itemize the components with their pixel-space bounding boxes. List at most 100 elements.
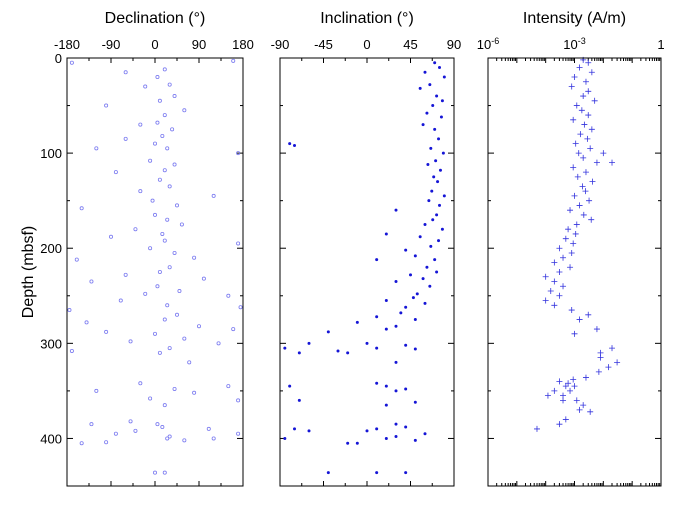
data-point — [89, 422, 94, 427]
data-point — [94, 388, 99, 393]
data-point — [580, 211, 587, 218]
data-point — [573, 221, 580, 228]
data-point — [560, 283, 567, 290]
data-point — [375, 471, 379, 475]
data-point — [570, 164, 577, 171]
data-point — [187, 360, 192, 365]
data-point — [440, 99, 444, 103]
data-point — [570, 376, 577, 383]
data-point — [582, 374, 589, 381]
data-point — [587, 145, 594, 152]
data-point — [167, 184, 172, 189]
data-point — [571, 330, 578, 337]
data-point — [568, 307, 575, 314]
data-point — [67, 308, 72, 313]
data-point — [375, 315, 379, 319]
data-point — [355, 441, 359, 445]
data-point — [428, 83, 432, 87]
y-tick-label: 400 — [40, 431, 62, 446]
data-point — [192, 390, 197, 395]
data-point — [104, 440, 109, 445]
data-point — [595, 368, 602, 375]
data-point — [533, 425, 540, 432]
data-point — [394, 389, 398, 393]
data-point — [162, 168, 167, 173]
data-point — [384, 436, 388, 440]
data-point — [421, 277, 425, 281]
data-point — [231, 327, 236, 332]
data-point — [418, 235, 422, 239]
data-point — [438, 203, 441, 207]
x-tick-label: -180 — [54, 37, 80, 52]
data-point — [170, 127, 175, 132]
data-point — [576, 64, 583, 71]
data-point — [148, 158, 153, 163]
panel-frame — [279, 57, 455, 487]
data-point — [283, 346, 287, 350]
data-point — [375, 258, 379, 262]
data-point — [165, 303, 170, 308]
data-point — [413, 254, 417, 258]
data-point — [394, 208, 398, 212]
data-point — [211, 193, 216, 198]
data-point — [435, 213, 439, 217]
data-point — [384, 403, 388, 407]
data-point — [588, 216, 595, 223]
data-point — [580, 402, 587, 409]
data-point — [547, 288, 554, 295]
data-point — [585, 311, 592, 318]
data-point — [288, 384, 292, 388]
data-point — [571, 74, 578, 81]
data-point — [346, 441, 350, 445]
data-point — [542, 273, 549, 280]
data-point — [573, 102, 580, 109]
data-point — [435, 94, 439, 98]
data-point — [236, 398, 241, 403]
data-point — [84, 320, 89, 325]
data-point — [609, 159, 616, 166]
data-point — [423, 70, 427, 74]
x-tick-label: 0 — [363, 37, 370, 52]
data-point — [346, 351, 350, 355]
data-point — [365, 429, 369, 433]
data-point — [605, 364, 612, 371]
data-point — [211, 436, 216, 441]
data-point — [585, 112, 592, 119]
data-point — [165, 436, 170, 441]
data-point — [384, 327, 388, 331]
data-point — [152, 470, 157, 475]
data-point — [568, 249, 575, 256]
data-point — [384, 232, 388, 236]
data-point — [415, 292, 419, 296]
data-point — [160, 425, 165, 430]
data-point — [143, 291, 148, 296]
data-point — [551, 278, 558, 285]
data-point — [326, 330, 330, 334]
data-point — [571, 192, 578, 199]
panel-frame — [487, 57, 662, 487]
data-point — [442, 75, 446, 79]
data-point — [551, 302, 558, 309]
data-point — [433, 127, 437, 131]
data-point — [152, 331, 157, 336]
data-point — [584, 135, 591, 142]
data-point — [196, 324, 201, 329]
data-point — [182, 336, 187, 341]
data-point — [384, 384, 388, 388]
data-point — [587, 408, 594, 415]
data-point — [404, 343, 408, 347]
data-point — [148, 396, 153, 401]
data-point — [609, 345, 616, 352]
data-point — [123, 70, 128, 75]
data-point — [167, 434, 172, 439]
data-point — [582, 188, 589, 195]
data-point — [167, 82, 172, 87]
data-point — [431, 104, 435, 108]
data-point — [434, 159, 438, 163]
data-point — [172, 162, 177, 167]
data-point — [236, 241, 241, 246]
data-point — [433, 61, 437, 65]
data-point — [113, 431, 118, 436]
data-point — [118, 298, 123, 303]
data-point — [570, 240, 577, 247]
